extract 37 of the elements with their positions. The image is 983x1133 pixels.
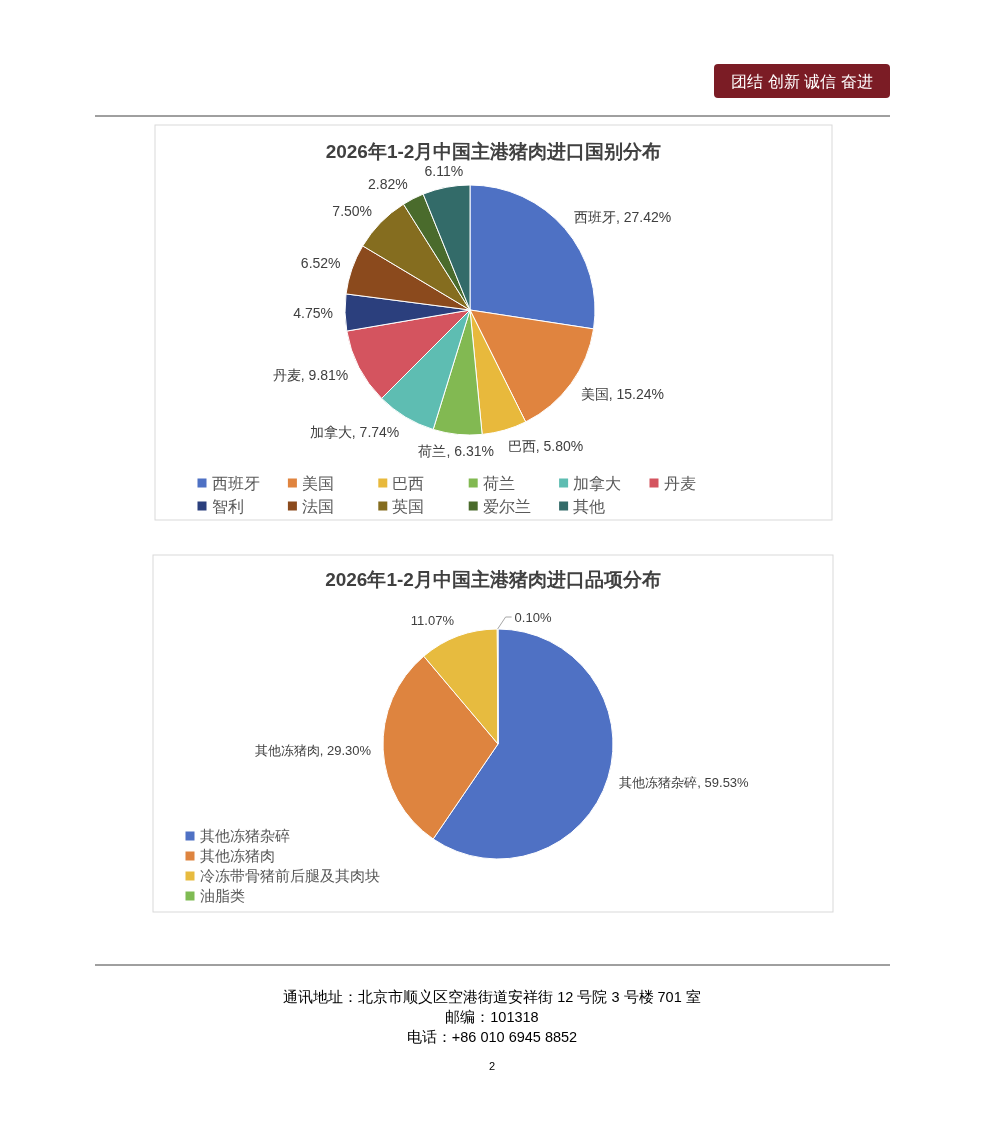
legend-label: 智利 — [211, 497, 244, 515]
data-label: 0.10% — [514, 609, 552, 625]
legend-label: 美国 — [301, 474, 334, 492]
data-label: 巴西, 5.80% — [507, 438, 584, 455]
text: 通讯地址：北京市顺义区空港街道安祥街 12 号院 3 号楼 701 室 — [283, 989, 701, 1005]
legend-label: 其他冻猪杂碎 — [199, 828, 290, 844]
data-label: 丹麦, 9.81% — [272, 367, 349, 384]
legend-label: 法国 — [301, 497, 334, 515]
data-label: 4.75% — [293, 304, 334, 321]
data-label: 6.52% — [300, 255, 341, 272]
data-label: 11.07% — [410, 612, 455, 628]
data-label: 西班牙, 27.42% — [573, 209, 672, 226]
data-label: 2.82% — [367, 175, 408, 192]
legend-label: 丹麦 — [663, 474, 696, 492]
legend-label: 荷兰 — [482, 474, 515, 492]
data-label: 其他冻猪肉, 29.30% — [254, 743, 372, 759]
text: 电话：+86 010 6945 8852 — [406, 1029, 578, 1045]
chart-title: 2026年1-2月中国主港猪肉进口国别分布 — [325, 141, 662, 162]
legend-label: 巴西 — [392, 474, 425, 492]
data-label: 7.50% — [332, 202, 373, 219]
legend-label: 加拿大 — [573, 474, 622, 492]
data-label: 6.11% — [424, 162, 464, 179]
legend-label: 西班牙 — [211, 474, 260, 492]
data-label: 荷兰, 6.31% — [418, 443, 494, 460]
data-label: 美国, 15.24% — [580, 385, 664, 402]
data-label: 其他冻猪杂碎, 59.53% — [619, 775, 750, 791]
legend-label: 爱尔兰 — [482, 497, 531, 515]
text: 2 — [488, 1060, 496, 1072]
text: 邮编：101318 — [445, 1009, 539, 1025]
legend-label: 冷冻带骨猪前后腿及其肉块 — [199, 868, 380, 884]
legend-label: 其他 — [573, 497, 606, 515]
chart-title: 2026年1-2月中国主港猪肉进口品项分布 — [325, 569, 661, 590]
legend-label: 油脂类 — [199, 888, 245, 904]
legend-label: 其他冻猪肉 — [199, 848, 275, 864]
text: 团结 创新 诚信 奋进 — [731, 72, 873, 90]
legend-label: 英国 — [392, 497, 425, 515]
data-label: 加拿大, 7.74% — [309, 423, 400, 440]
